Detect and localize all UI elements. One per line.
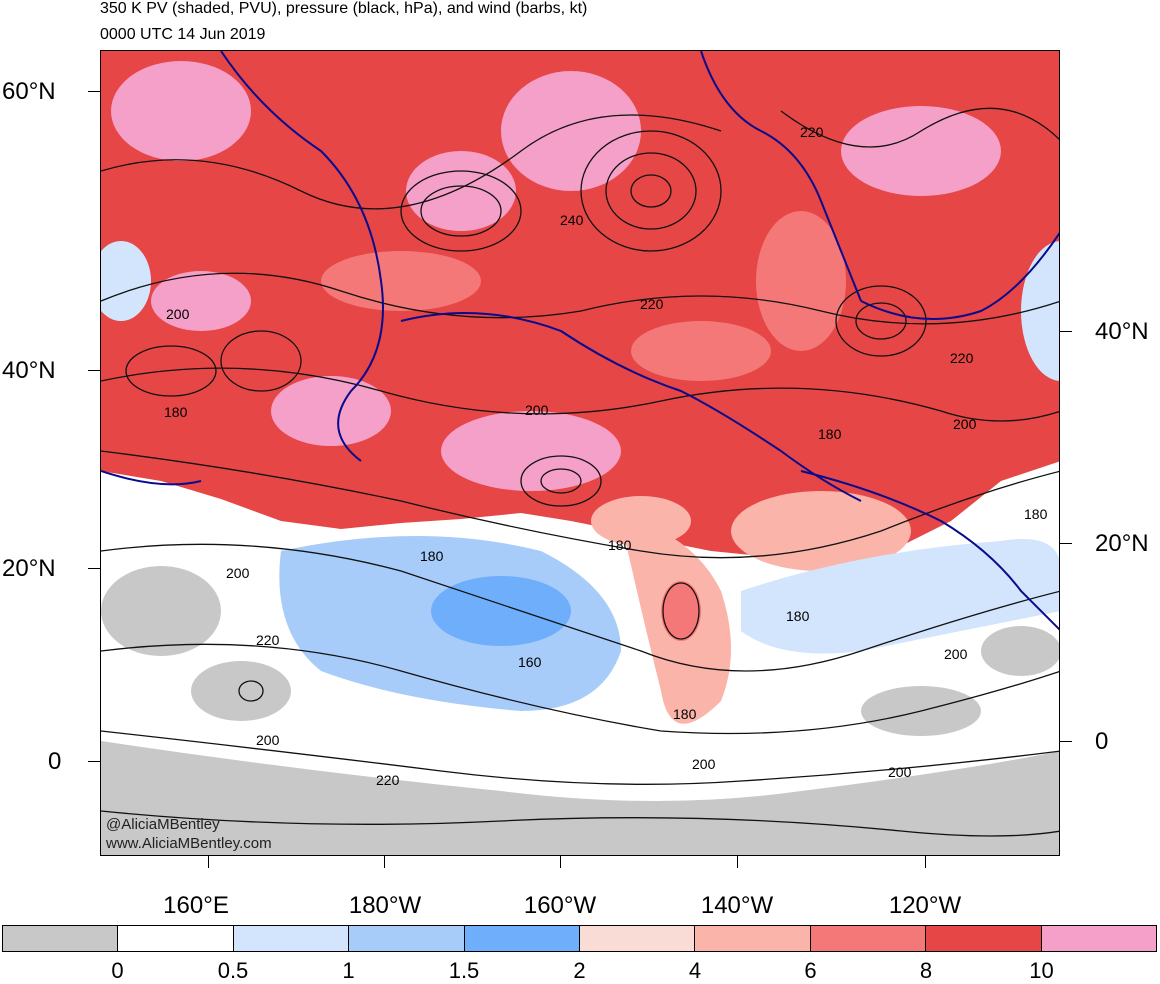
contour-label: 200 (692, 756, 716, 772)
contour-label: 180 (786, 608, 810, 624)
pv-pink-patch (151, 271, 251, 331)
contour-label: 180 (818, 426, 842, 442)
contour-label: 200 (888, 764, 912, 780)
contour-label: 220 (800, 124, 824, 140)
lon-label: 140°W (700, 892, 774, 919)
pv-pink-patch (271, 376, 391, 446)
colorbar-label: 8 (919, 958, 933, 983)
pv-light-patch (591, 496, 691, 546)
colorbar-swatch (580, 926, 696, 951)
pv-gray-patch (191, 661, 291, 721)
lat-label-right: 20°N (1095, 530, 1149, 557)
contour-label: 180 (673, 706, 697, 722)
pv-gray-patch (101, 566, 221, 656)
pv-light-patch (731, 491, 911, 571)
contour-label: 220 (950, 350, 974, 366)
axis-tick (737, 856, 738, 868)
pv-blue-patch (1021, 241, 1059, 381)
colorbar-label: 0 (111, 958, 124, 983)
pv-blue-region (741, 539, 1059, 654)
axis-tick (88, 91, 100, 92)
axis-tick (88, 370, 100, 371)
colorbar-label: 1.5 (448, 958, 480, 983)
pressure-contours (101, 107, 1059, 837)
colorbar-label: 0.5 (217, 958, 249, 983)
colorbar-label: 2 (573, 958, 586, 983)
axis-tick (208, 856, 209, 868)
axis-tick (88, 568, 100, 569)
credit-website: www.AliciaMBentley.com (106, 835, 272, 852)
colorbar-swatch (3, 926, 119, 951)
pv-blue-patch (101, 241, 151, 321)
lat-label-left: 0 (48, 748, 62, 775)
axis-tick (88, 761, 100, 762)
contour-label: 180 (1024, 506, 1048, 522)
colorbar-swatch (926, 926, 1042, 951)
contour-label: 180 (420, 548, 444, 564)
axis-tick (1060, 331, 1072, 332)
axis-tick (1060, 741, 1072, 742)
contour-label: 200 (256, 732, 280, 748)
colorbar-swatch (118, 926, 234, 951)
lon-label: 160°W (523, 892, 597, 919)
axis-tick (925, 856, 926, 868)
pv-pink-patch (441, 411, 621, 491)
pv-pink-patch (501, 71, 641, 191)
contour-label: 180 (608, 537, 632, 553)
contour-label: 220 (376, 772, 400, 788)
valid-time: 0000 UTC 14 Jun 2019 (100, 26, 266, 43)
pv-pink-patch (406, 151, 516, 231)
contour-label: 200 (226, 565, 250, 581)
axis-tick (560, 856, 561, 868)
lat-label-right: 40°N (1095, 318, 1149, 345)
contour-label: 200 (525, 402, 549, 418)
coastlines (101, 51, 1059, 631)
pv-map (101, 51, 1059, 855)
colorbar-swatch (349, 926, 465, 951)
lon-label: 180°W (348, 892, 422, 919)
colorbar-label: 4 (688, 958, 702, 983)
colorbar-label: 10 (1029, 958, 1054, 983)
contour-label: 220 (640, 296, 664, 312)
colorbar (2, 925, 1157, 952)
axis-tick (1060, 543, 1072, 544)
colorbar-swatch (695, 926, 811, 951)
lat-label-left: 40°N (2, 357, 56, 384)
colorbar-swatch (464, 926, 581, 951)
lat-label-left: 60°N (2, 78, 56, 105)
axis-tick (384, 856, 385, 868)
pv-pink-patch (111, 61, 251, 161)
colorbar-label: 1 (342, 958, 355, 983)
colorbar-swatch (233, 926, 350, 951)
pv-mid-patch (756, 211, 846, 351)
colorbar-swatch (810, 926, 927, 951)
lon-label: 120°W (888, 892, 962, 919)
contour-label: 200 (166, 306, 190, 322)
contour-label: 180 (164, 404, 188, 420)
credit-twitter: @AliciaMBentley (106, 816, 220, 833)
lat-label-right: 0 (1095, 728, 1109, 755)
contour-label: 160 (518, 654, 542, 670)
colorbar-label: 6 (804, 958, 817, 983)
contour-label: 200 (953, 416, 977, 432)
pv-trough-core (661, 581, 701, 641)
lat-label-left: 20°N (2, 555, 56, 582)
map-title: 350 K PV (shaded, PVU), pressure (black,… (100, 0, 588, 17)
lon-label: 160°E (163, 892, 229, 919)
map-panel[interactable] (100, 50, 1060, 856)
pv-mid-patch (631, 321, 771, 381)
pv-blue-patch (431, 576, 571, 646)
contour-label: 220 (256, 632, 280, 648)
contour-label: 240 (560, 212, 584, 228)
contour-label: 200 (944, 646, 968, 662)
colorbar-swatch (1041, 926, 1157, 951)
pv-mid-patch (321, 251, 481, 311)
pv-gray-region (101, 741, 1059, 855)
pv-gray-patch (981, 626, 1059, 676)
pv-pink-patch (841, 106, 1001, 196)
